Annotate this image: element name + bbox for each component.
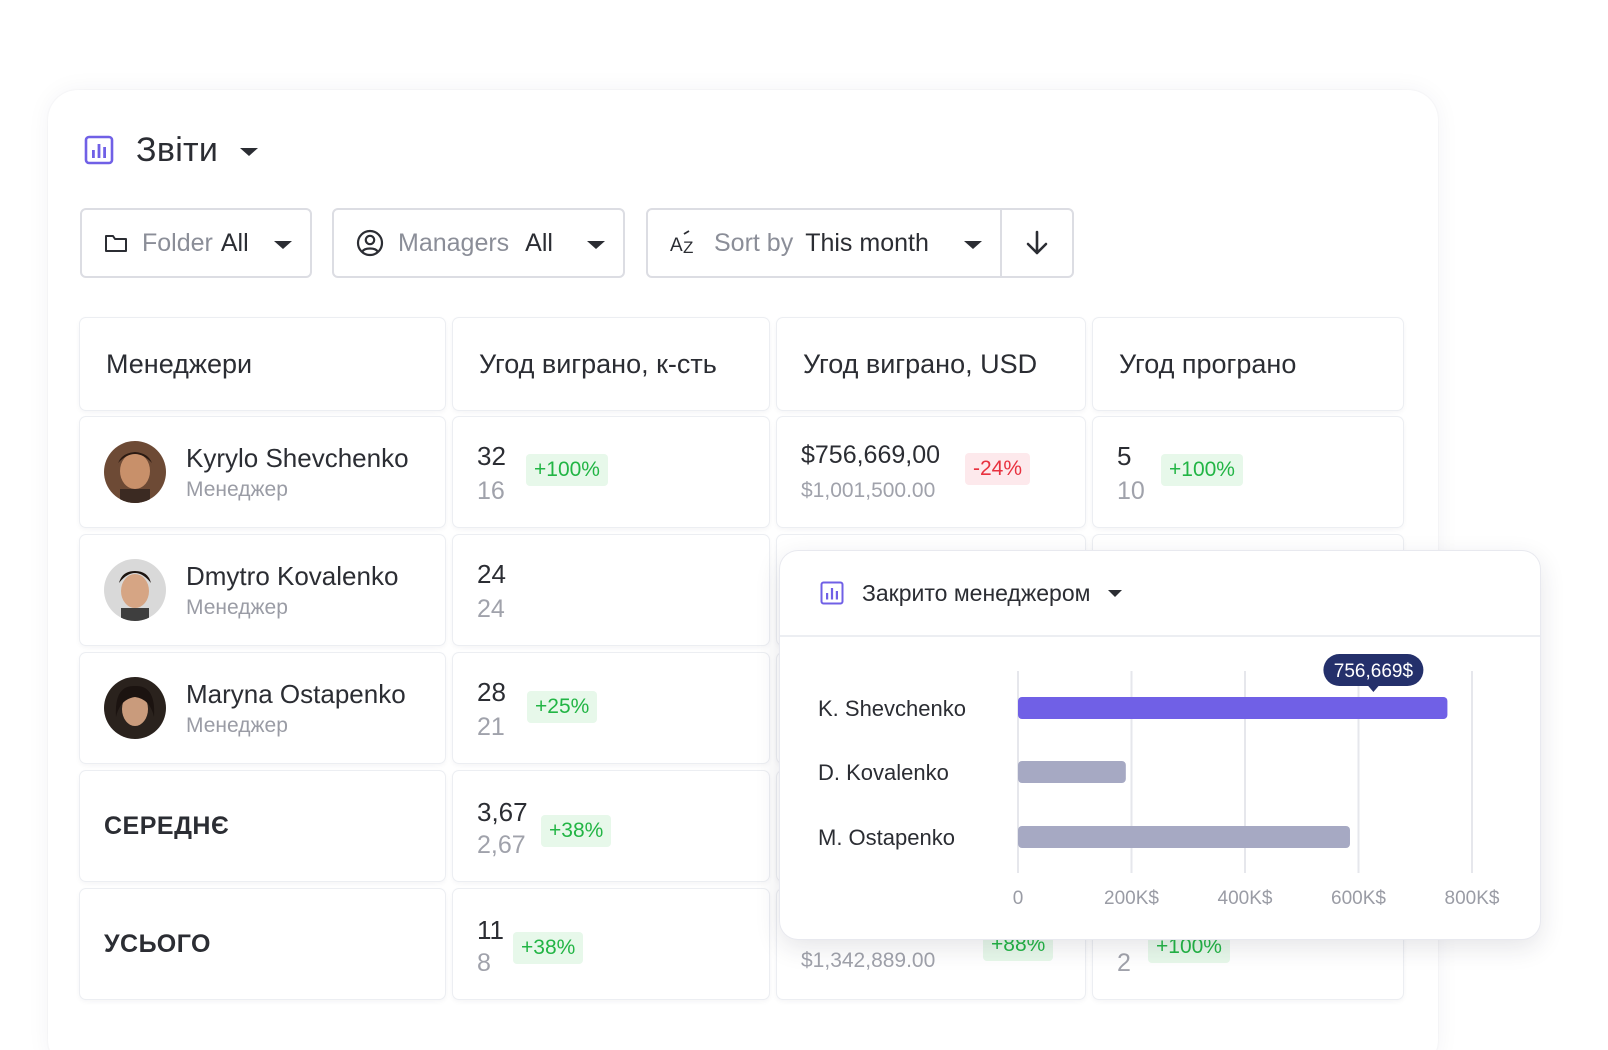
managers-filter[interactable]: Managers All <box>332 208 625 278</box>
table-cell-deals-lost: 5 10 +100% <box>1093 417 1403 527</box>
average-row-label: СЕРЕДНЄ <box>80 771 445 881</box>
table-cell-deals-won-count: 11 8 +38% <box>453 889 769 999</box>
sort-direction-button[interactable] <box>1000 208 1074 278</box>
previous-value: 2 <box>1117 949 1131 977</box>
chevron-down-icon <box>964 241 982 249</box>
arrow-down-icon <box>1026 230 1048 255</box>
chart-title: Закрито менеджером <box>862 579 1091 606</box>
chevron-down-icon <box>274 241 292 249</box>
chevron-down-icon[interactable] <box>240 148 259 156</box>
avatar <box>104 677 166 739</box>
chart-popup-header[interactable]: Закрито менеджером <box>780 551 1540 637</box>
manager-name: Kyrylo Shevchenko <box>186 442 409 473</box>
table-cell-deals-won-count: 32 16 +100% <box>453 417 769 527</box>
previous-value: 24 <box>477 595 505 623</box>
svg-text:Z: Z <box>683 238 693 257</box>
folder-filter-value: All <box>220 228 249 257</box>
column-header-managers[interactable]: Менеджери <box>80 318 445 410</box>
table-cell-deals-won-count: 3,67 2,67 +38% <box>453 771 769 881</box>
svg-text:A: A <box>670 235 683 256</box>
bar-chart: 0 200K$ 400K$ 600K$ 800K$ K. Shevchenko D. Kov… <box>818 654 1500 909</box>
manager-role: Менеджер <box>186 713 288 737</box>
reports-header[interactable]: Звіти <box>84 126 259 174</box>
x-tick-label: 800K$ <box>1445 888 1500 909</box>
chart-popup: Закрито менеджером 0 200K$ 400K$ 600K$ 800K$… <box>780 551 1540 939</box>
category-label: D. Kovalenko <box>818 760 949 785</box>
manager-role: Менеджер <box>186 477 288 501</box>
sort-filter-label: Sort by <box>714 228 794 257</box>
x-tick-label: 400K$ <box>1218 888 1273 909</box>
current-value: 3,67 <box>477 797 528 827</box>
manager-role: Менеджер <box>186 595 288 619</box>
tooltip-pointer <box>1367 685 1380 692</box>
current-value: 5 <box>1117 441 1132 471</box>
folder-icon <box>104 233 128 253</box>
previous-value: 10 <box>1117 477 1145 505</box>
current-value: $756,669,00 <box>801 441 941 469</box>
chevron-down-icon[interactable] <box>1108 589 1123 597</box>
previous-value: $1,342,889.00 <box>801 949 936 972</box>
previous-value: 8 <box>477 949 491 977</box>
bar <box>1018 761 1126 783</box>
bar <box>1018 697 1448 719</box>
sort-filter-value: This month <box>805 228 929 257</box>
current-value: 24 <box>477 559 506 589</box>
current-value: 11 <box>477 915 504 945</box>
x-tick-label: 600K$ <box>1331 888 1386 909</box>
managers-filter-label: Managers <box>398 228 510 257</box>
current-value: 32 <box>477 441 506 471</box>
managers-filter-value: All <box>525 228 553 257</box>
avatar <box>104 441 166 503</box>
total-row-label: УСЬОГО <box>80 889 445 999</box>
previous-value: 16 <box>477 477 505 505</box>
current-value: 28 <box>477 677 506 707</box>
value-tooltip-label: 756,669$ <box>1334 661 1414 682</box>
x-tick-label: 0 <box>1013 888 1024 909</box>
x-tick-label: 200K$ <box>1104 888 1159 909</box>
column-header-deals-won-usd[interactable]: Угод виграно, USD <box>777 318 1085 410</box>
value-tooltip <box>1323 654 1424 686</box>
manager-name: Maryna Ostapenko <box>186 678 406 709</box>
delta-badge: +100% <box>1161 454 1243 486</box>
column-header-deals-won-count[interactable]: Угод виграно, к-сть <box>453 318 769 410</box>
manager-name: Dmytro Kovalenko <box>186 560 399 591</box>
table-row-manager[interactable]: Dmytro Kovalenko Менеджер <box>80 535 445 645</box>
delta-badge: +100% <box>526 454 608 486</box>
table-row-manager[interactable]: Maryna Ostapenko Менеджер <box>80 653 445 763</box>
avatar <box>104 559 166 621</box>
delta-badge: -24% <box>965 453 1031 485</box>
column-header-deals-lost[interactable]: Угод програно <box>1093 318 1403 410</box>
delta-badge: +38% <box>513 932 584 964</box>
bar-chart-icon <box>84 135 114 165</box>
page-title: Звіти <box>136 130 219 169</box>
delta-badge: +38% <box>541 815 612 847</box>
chevron-down-icon <box>587 241 605 249</box>
table-row-manager[interactable]: Kyrylo Shevchenko Менеджер <box>80 417 445 527</box>
folder-filter[interactable]: Folder All <box>80 208 312 278</box>
previous-value: 21 <box>477 713 505 741</box>
previous-value: 2,67 <box>477 831 526 859</box>
table-cell-deals-won-usd: $756,669,00 $1,001,500.00 -24% <box>777 417 1085 527</box>
bar-chart-icon <box>820 581 844 605</box>
bar <box>1018 826 1350 848</box>
category-label: K. Shevchenko <box>818 696 966 721</box>
delta-badge: +25% <box>527 691 598 723</box>
category-label: M. Ostapenko <box>818 825 955 850</box>
table-cell-deals-won-count: 28 21 +25% <box>453 653 769 763</box>
table-cell-deals-won-count: 24 24 <box>453 535 769 645</box>
previous-value: $1,001,500.00 <box>801 479 936 502</box>
user-circle-icon <box>356 229 384 257</box>
folder-filter-label: Folder <box>142 228 213 257</box>
